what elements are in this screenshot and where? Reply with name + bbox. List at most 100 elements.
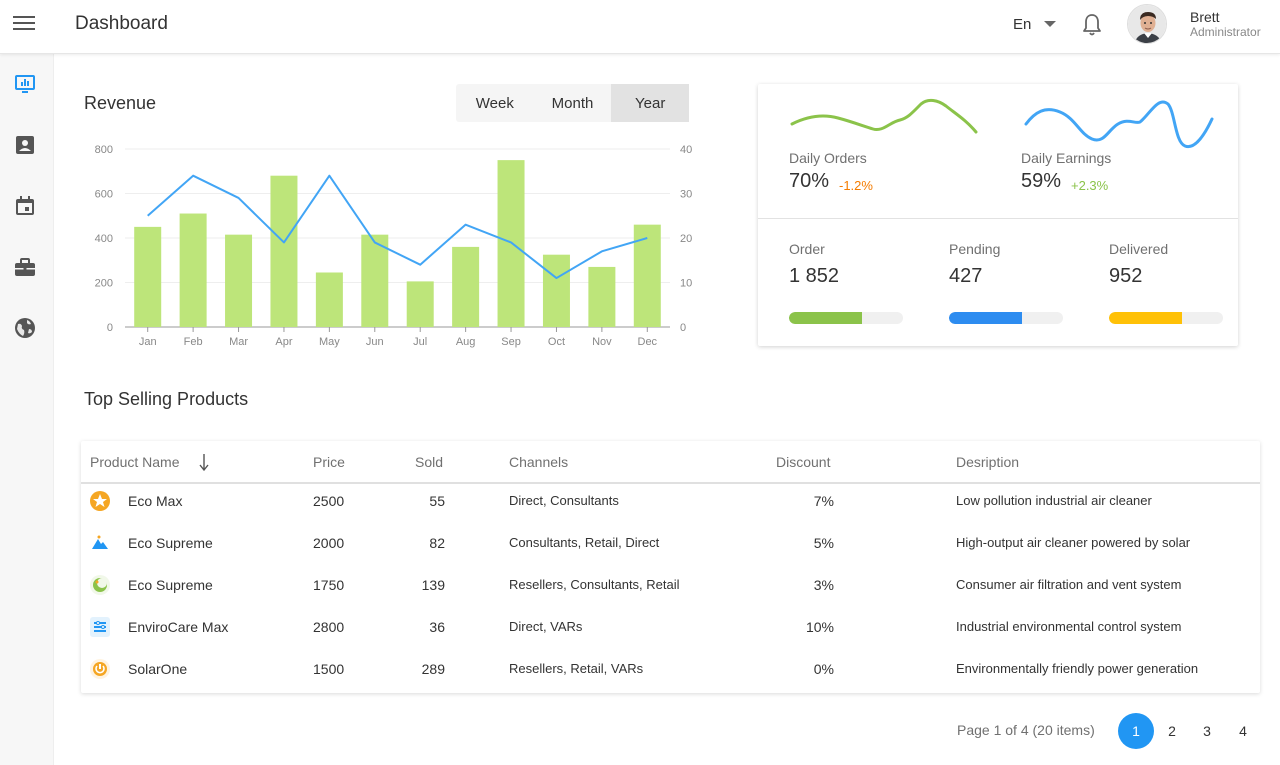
daily-earnings-delta: +2.3% [1071,178,1109,193]
period-month-button[interactable]: Month [551,94,594,112]
table-row[interactable]: Eco Max 2500 55 Direct, Consultants 7% L… [81,481,1260,523]
bar [179,213,207,327]
period-week-button[interactable]: Week [475,94,514,112]
y-left-tick-label: 600 [95,189,113,201]
product-channels: Direct, Consultants [509,493,619,508]
table-row[interactable]: EnviroCare Max 2800 36 Direct, VARs 10% … [81,607,1260,649]
x-tick-label: Jun [366,336,384,348]
page-3-button[interactable]: 3 [1203,723,1211,739]
bar [270,175,298,327]
order-label: Order [789,241,825,257]
table-header-divider [81,482,1260,484]
product-sold: 82 [429,535,445,551]
top-bar: Dashboard En Brett Administrator [0,0,1280,54]
product-name: Eco Max [128,493,183,509]
avatar[interactable] [1127,4,1167,44]
table-row[interactable]: SolarOne 1500 289 Resellers, Retail, VAR… [81,649,1260,691]
delivered-progress-fill [1109,312,1182,324]
column-header-product-name[interactable]: Product Name [90,454,180,470]
column-header-description[interactable]: Desription [956,454,1020,470]
bar [406,281,434,327]
product-description: Consumer air filtration and vent system [956,577,1182,592]
daily-orders-value: 70% [789,170,830,192]
bar [588,266,616,327]
bar [225,234,253,327]
product-price: 2500 [313,493,345,509]
x-tick-label: Feb [184,336,203,348]
pending-progress-bar [949,312,1063,324]
bell-icon[interactable] [1080,12,1104,38]
globe-icon[interactable] [13,316,37,340]
product-channels: Consultants, Retail, Direct [509,535,660,550]
bar [315,272,343,327]
table-row[interactable]: Eco Supreme 1750 139 Resellers, Consulta… [81,565,1260,607]
pagination-info: Page 1 of 4 (20 items) [957,722,1095,738]
monitor-chart-icon[interactable] [13,72,37,96]
bar [542,254,570,327]
column-header-discount[interactable]: Discount [776,454,831,470]
delivered-value: 952 [1109,265,1143,287]
revenue-chart: 0 200 400 600 800 0 10 20 30 40 Jan Feb Mar Apr May Jun… [95,144,693,348]
stats-divider [758,218,1238,219]
product-channels: Direct, VARs [509,619,583,634]
product-description: High-output air cleaner powered by solar [956,535,1191,550]
bar [361,234,389,327]
product-name: SolarOne [128,661,188,677]
page-1-button[interactable]: 1 [1118,713,1154,749]
product-sold: 55 [429,493,445,509]
x-tick-label: Jul [413,336,427,348]
product-channels: Resellers, Retail, VARs [509,661,644,676]
bar [452,246,480,327]
product-sold: 36 [429,619,445,635]
hamburger-menu-icon[interactable] [13,14,35,32]
daily-earnings-sparkline [1024,100,1214,149]
stats-card: Daily Orders 70% -1.2% Daily Earnings 59… [758,84,1238,346]
briefcase-icon[interactable] [13,256,37,280]
language-selector[interactable]: En [1013,16,1032,33]
sidebar [0,54,54,765]
delivered-progress-bar [1109,312,1223,324]
product-price: 1750 [313,577,345,593]
daily-earnings-label: Daily Earnings [1021,150,1112,166]
calendar-icon[interactable] [13,194,37,218]
x-tick-label: Mar [229,336,248,348]
product-discount: 10% [805,619,834,635]
period-segmented-control: Week Month Year [456,84,690,122]
x-tick-label: Aug [456,336,476,348]
x-tick-label: Apr [275,336,292,348]
mountain-icon [90,533,110,553]
order-progress-fill [789,312,862,324]
page-4-button[interactable]: 4 [1239,723,1247,739]
contact-card-icon[interactable] [13,133,37,157]
daily-orders-delta: -1.2% [839,178,873,193]
order-value: 1 852 [789,265,840,287]
page-2-button[interactable]: 2 [1168,723,1176,739]
y-right-tick-label: 10 [680,278,692,290]
product-price: 1500 [313,661,345,677]
x-tick-label: Sep [501,336,521,348]
star-badge-icon [90,491,110,511]
column-header-sold[interactable]: Sold [415,454,444,470]
table-row[interactable]: Eco Supreme 2000 82 Consultants, Retail,… [81,523,1260,565]
order-progress-bar [789,312,903,324]
line-series [147,174,648,280]
y-left-tick-label: 200 [95,278,113,290]
bar [134,226,162,327]
product-channels: Resellers, Consultants, Retail [509,577,680,592]
y-left-tick-label: 800 [95,144,113,156]
product-discount: 5% [813,535,834,551]
column-header-channels[interactable]: Channels [509,454,569,470]
y-right-tick-label: 40 [680,144,692,156]
product-discount: 3% [813,577,834,593]
control-panel-icon [90,617,110,637]
x-tick-label: Oct [548,336,565,348]
sort-arrow-down-icon[interactable] [199,452,209,472]
period-year-button[interactable]: Year [611,84,690,122]
y-left-tick-label: 0 [107,322,113,334]
daily-orders-label: Daily Orders [789,150,867,166]
product-discount: 7% [813,493,834,509]
x-tick-label: Jan [139,336,157,348]
chevron-down-icon[interactable] [1044,21,1056,27]
column-header-price[interactable]: Price [313,454,345,470]
product-description: Low pollution industrial air cleaner [956,493,1152,508]
